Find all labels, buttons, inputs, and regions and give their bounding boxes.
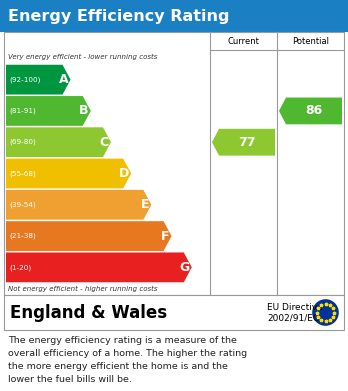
Text: 2002/91/EC: 2002/91/EC [267, 313, 319, 322]
Bar [0, 0, 348, 32]
Text: D: D [119, 167, 129, 180]
Polygon shape [6, 96, 91, 126]
Text: A: A [59, 73, 69, 86]
Text: Very energy efficient - lower running costs: Very energy efficient - lower running co… [8, 54, 157, 60]
Polygon shape [279, 97, 342, 124]
Text: EU Directive: EU Directive [267, 303, 323, 312]
Text: Potential: Potential [292, 36, 329, 45]
Text: F: F [161, 230, 169, 242]
Text: The energy efficiency rating is a measure of the
overall efficiency of a home. T: The energy efficiency rating is a measur… [8, 336, 247, 384]
Text: C: C [100, 136, 109, 149]
Polygon shape [6, 253, 192, 282]
Text: (92-100): (92-100) [9, 76, 40, 83]
Text: Not energy efficient - higher running costs: Not energy efficient - higher running co… [8, 286, 158, 292]
Text: (21-38): (21-38) [9, 233, 36, 239]
Text: G: G [180, 261, 190, 274]
Text: (1-20): (1-20) [9, 264, 31, 271]
Polygon shape [6, 127, 111, 157]
Polygon shape [6, 159, 131, 188]
Text: (39-54): (39-54) [9, 201, 36, 208]
Bar [4, 32, 344, 295]
Polygon shape [6, 221, 172, 251]
Circle shape [312, 299, 339, 326]
Polygon shape [6, 190, 151, 220]
Text: E: E [141, 198, 149, 211]
Polygon shape [6, 65, 71, 95]
Text: England & Wales: England & Wales [10, 303, 167, 321]
Text: (69-80): (69-80) [9, 139, 36, 145]
Bar [4, 295, 344, 330]
Text: 77: 77 [238, 136, 256, 149]
Text: Energy Efficiency Rating: Energy Efficiency Rating [8, 9, 229, 23]
Text: (55-68): (55-68) [9, 170, 36, 177]
Text: (81-91): (81-91) [9, 108, 36, 114]
Polygon shape [212, 129, 275, 156]
Text: B: B [79, 104, 89, 117]
Text: 86: 86 [306, 104, 323, 117]
Text: Current: Current [228, 36, 260, 45]
